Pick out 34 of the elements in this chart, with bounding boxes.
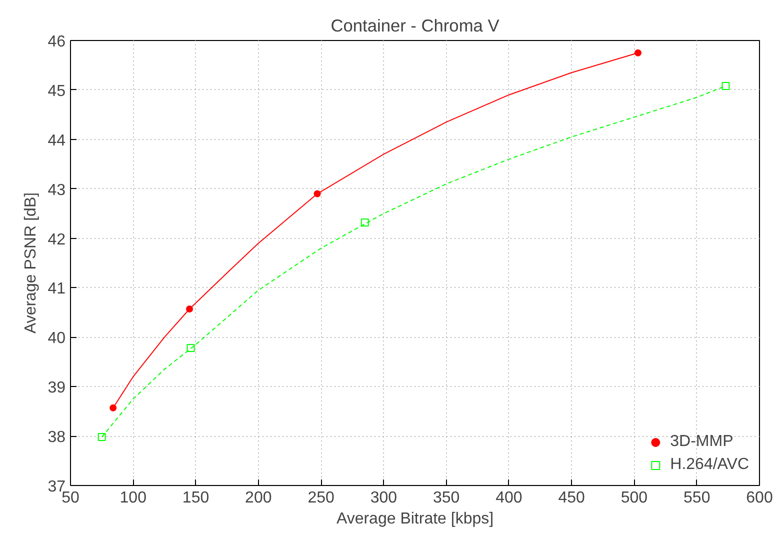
y-axis-title: Average PSNR [dB] [22,192,40,334]
y-tick-label: 40 [48,330,66,348]
x-tick-label: 600 [746,490,773,506]
chart-title: Container - Chroma V [330,16,500,36]
x-tick-label: 350 [432,490,460,506]
x-tick-label: 250 [308,490,334,506]
x-tick-label: 150 [182,490,210,506]
x-tick-label: 200 [245,490,272,506]
x-tick-label: 450 [558,490,586,506]
x-tick-label: 300 [370,490,398,506]
point [110,404,117,412]
x-axis-title: Average Bitrate [kbps] [336,510,494,528]
y-tick-label: 43 [48,182,66,199]
x-tick-label: 400 [496,490,522,506]
y-tick-label: 41 [48,280,66,298]
x-tick-label: 550 [684,490,710,506]
point [634,49,642,56]
point [722,82,730,90]
x-tick-label: 500 [620,490,648,506]
y-tick-label: 42 [48,231,66,248]
legend-label: H.264/AVC [670,456,749,474]
x-tick-label: 100 [120,490,147,506]
y-tick-label: 38 [48,429,66,446]
y-tick-label: 39 [48,380,66,397]
point [360,218,369,226]
y-tick-label: 45 [48,82,66,100]
x-tick-label: 50 [62,490,80,506]
point [98,433,106,442]
point [314,190,321,198]
y-tick-label: 46 [48,34,66,50]
legend-label: 3D-MMP [670,433,734,451]
point [186,305,194,312]
y-tick-label: 44 [48,132,66,150]
point [186,344,195,352]
